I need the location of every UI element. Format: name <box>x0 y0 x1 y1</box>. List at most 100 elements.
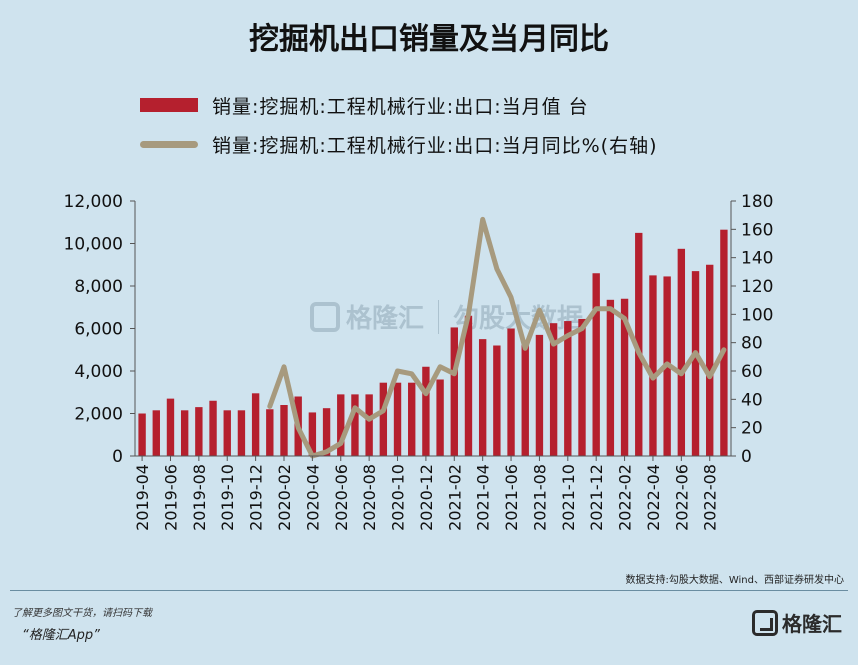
bar <box>464 315 473 456</box>
x-tick-label: 2019-12 <box>247 464 266 531</box>
yoy-point <box>524 347 527 350</box>
bar <box>166 398 175 456</box>
yoy-point <box>354 407 356 409</box>
bar <box>549 323 558 456</box>
bar <box>237 410 246 456</box>
bar <box>507 328 515 456</box>
bar <box>521 342 529 456</box>
y-right-tick-label: 180 <box>741 192 773 212</box>
yoy-point <box>680 373 683 375</box>
bar <box>408 382 416 456</box>
legend-bar-label: 销量:挖掘机:工程机械行业:出口:当月值 台 <box>212 95 589 118</box>
yoy-point <box>510 296 512 299</box>
bar <box>606 299 615 456</box>
bar <box>308 412 317 456</box>
bar <box>649 275 657 456</box>
yoy-point <box>368 418 370 420</box>
y-right-tick-label: 140 <box>741 249 773 269</box>
footer-app-name: “格隆汇App” <box>22 628 100 643</box>
x-tick-label: 2022-08 <box>701 464 720 531</box>
y-left-tick-label: 12,000 <box>64 192 123 212</box>
yoy-point <box>467 313 470 316</box>
y-right-tick-label: 20 <box>741 419 763 439</box>
x-tick-label: 2021-04 <box>474 464 493 531</box>
bar <box>393 382 402 456</box>
x-tick-label: 2020-06 <box>332 464 351 531</box>
x-tick-label: 2022-02 <box>616 464 635 531</box>
watermark-brand: 格隆汇 <box>346 304 425 334</box>
brand-name: 格隆汇 <box>782 612 842 636</box>
x-tick-label: 2021-06 <box>502 464 521 531</box>
bar <box>478 339 487 456</box>
legend-item-line: 销量:挖掘机:工程机械行业:出口:当月同比%(右轴) <box>140 129 658 159</box>
yoy-point <box>269 405 271 408</box>
yoy-point <box>297 426 299 429</box>
legend-item-bar: 销量:挖掘机:工程机械行业:出口:当月值 台 <box>140 90 589 120</box>
bar <box>677 248 686 456</box>
bar <box>578 318 586 456</box>
bar <box>223 410 231 456</box>
x-tick-label: 2020-04 <box>303 464 322 531</box>
yoy-point <box>453 373 456 375</box>
yoy-point <box>694 351 697 354</box>
yoy-point <box>637 351 640 354</box>
bar <box>280 405 288 456</box>
yoy-point <box>552 343 555 345</box>
legend-line-swatch <box>140 140 198 148</box>
bar <box>620 298 629 456</box>
yoy-point <box>496 268 498 270</box>
footer-brand[interactable]: 格隆汇 <box>752 608 842 637</box>
x-tick-label: 2021-10 <box>559 464 578 531</box>
bar <box>535 334 544 456</box>
yoy-point <box>410 373 413 375</box>
x-tick-label: 2019-10 <box>218 464 237 531</box>
footer-note: 了解更多图文干货，请扫码下载 <box>12 608 152 619</box>
brand-logo-icon <box>752 609 778 636</box>
y-left-tick-label: 8,000 <box>74 277 123 297</box>
bar <box>706 264 714 456</box>
bar <box>266 409 274 456</box>
yoy-point <box>609 307 612 310</box>
footer-divider <box>10 590 848 591</box>
bar <box>180 410 189 456</box>
yoy-point <box>481 218 484 221</box>
y-right-tick-label: 40 <box>741 390 763 410</box>
bar <box>720 229 728 456</box>
y-right-tick-label: 120 <box>741 277 773 297</box>
bar <box>351 394 359 456</box>
yoy-point <box>581 327 583 330</box>
x-tick-label: 2020-08 <box>360 464 379 531</box>
yoy-point <box>652 377 654 379</box>
x-tick-label: 2021-02 <box>445 464 464 531</box>
y-left-tick-label: 0 <box>112 447 123 467</box>
y-left-tick-label: 6,000 <box>74 320 123 340</box>
watermark-separator <box>438 299 440 334</box>
yoy-point <box>595 307 597 310</box>
yoy-point <box>708 375 711 378</box>
y-left-tick-label: 10,000 <box>64 235 123 255</box>
x-tick-label: 2020-10 <box>389 464 408 531</box>
y-right-tick-label: 60 <box>741 362 763 382</box>
yoy-point <box>425 392 427 395</box>
x-tick-label: 2021-08 <box>530 464 549 531</box>
bar <box>322 408 331 456</box>
bar <box>337 394 345 456</box>
bar <box>152 410 160 456</box>
yoy-point <box>396 370 399 372</box>
y-left-tick-label: 4,000 <box>74 362 123 382</box>
y-right-tick-label: 160 <box>741 220 773 240</box>
yoy-point <box>283 365 285 368</box>
yoy-point <box>567 334 569 337</box>
x-tick-label: 2021-12 <box>587 464 606 531</box>
y-right-tick-label: 80 <box>741 334 763 354</box>
yoy-point <box>666 363 668 365</box>
x-tick-label: 2020-12 <box>417 464 436 531</box>
bar <box>564 321 572 456</box>
x-tick-label: 2022-04 <box>644 464 663 531</box>
bar <box>209 400 217 456</box>
yoy-point <box>325 450 328 453</box>
yoy-point <box>339 442 342 445</box>
bar <box>450 327 458 456</box>
bar <box>493 345 501 456</box>
